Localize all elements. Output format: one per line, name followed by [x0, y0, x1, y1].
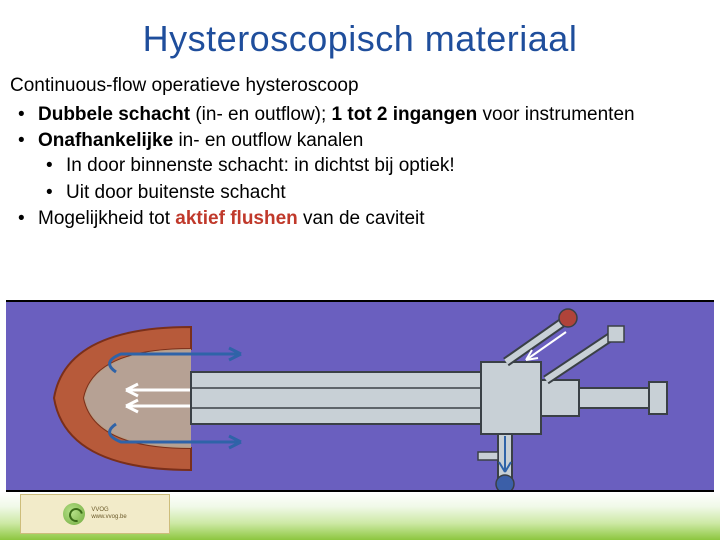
b1-bold-a: Dubbele schacht: [38, 104, 190, 125]
outflow-valve-icon: [478, 434, 514, 492]
intro-line: Continuous-flow operatieve hysteroscoop: [10, 74, 710, 99]
b3-text-c: van de caviteit: [298, 208, 425, 229]
b3-red-b: aktief flushen: [175, 208, 297, 229]
scope-sheath-icon: [191, 362, 667, 434]
content-block: Continuous-flow operatieve hysteroscoop …: [0, 74, 720, 232]
diagram-panel: [6, 300, 714, 492]
bullet-list: Dubbele schacht (in- en outflow); 1 tot …: [10, 103, 710, 232]
logo-label: VVOG: [91, 507, 126, 514]
bullet-2-2: Uit door buitenste schacht: [38, 181, 710, 206]
b3-text-a: Mogelijkheid tot: [38, 208, 175, 229]
slide: Hysteroscopisch materiaal Continuous-flo…: [0, 0, 720, 540]
cavity-icon: [54, 327, 191, 470]
hysteroscope-diagram: [6, 302, 714, 492]
footer-logo: VVOG www.vvog.be: [20, 494, 170, 534]
bullet-2: Onafhankelijke in- en outflow kanalen In…: [10, 129, 710, 205]
logo-sub: www.vvog.be: [91, 514, 126, 521]
logo-text: VVOG www.vvog.be: [91, 507, 126, 520]
b1-bold-c: 1 tot 2 ingangen: [332, 104, 478, 125]
b1-text-d: voor instrumenten: [477, 104, 634, 125]
b2-bold-a: Onafhankelijke: [38, 130, 173, 151]
bullet-2-1: In door binnenste schacht: in dichtst bi…: [38, 154, 710, 179]
slide-title: Hysteroscopisch materiaal: [0, 0, 720, 74]
bullet-1: Dubbele schacht (in- en outflow); 1 tot …: [10, 103, 710, 128]
logo-badge-icon: [63, 503, 85, 525]
b2-text-b: in- en outflow kanalen: [173, 130, 363, 151]
sub-bullet-list: In door binnenste schacht: in dichtst bi…: [38, 154, 710, 205]
bullet-3: Mogelijkheid tot aktief flushen van de c…: [10, 207, 710, 232]
b1-text-b: (in- en outflow);: [190, 104, 332, 125]
